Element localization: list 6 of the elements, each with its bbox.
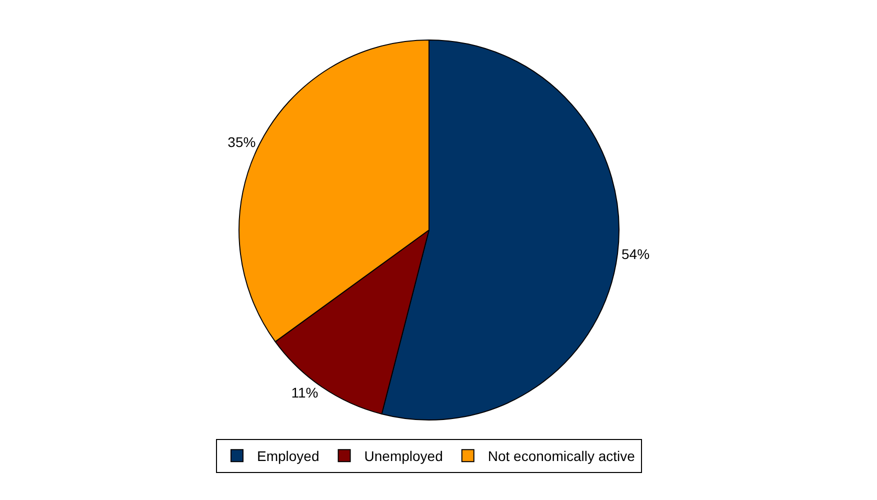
legend-label: Not economically active: [488, 448, 636, 464]
data-label: 35%: [228, 134, 256, 150]
data-label: 11%: [291, 384, 318, 401]
legend-label: Employed: [257, 448, 320, 464]
legend-label: Unemployed: [364, 448, 443, 464]
data-label: 54%: [622, 246, 650, 262]
